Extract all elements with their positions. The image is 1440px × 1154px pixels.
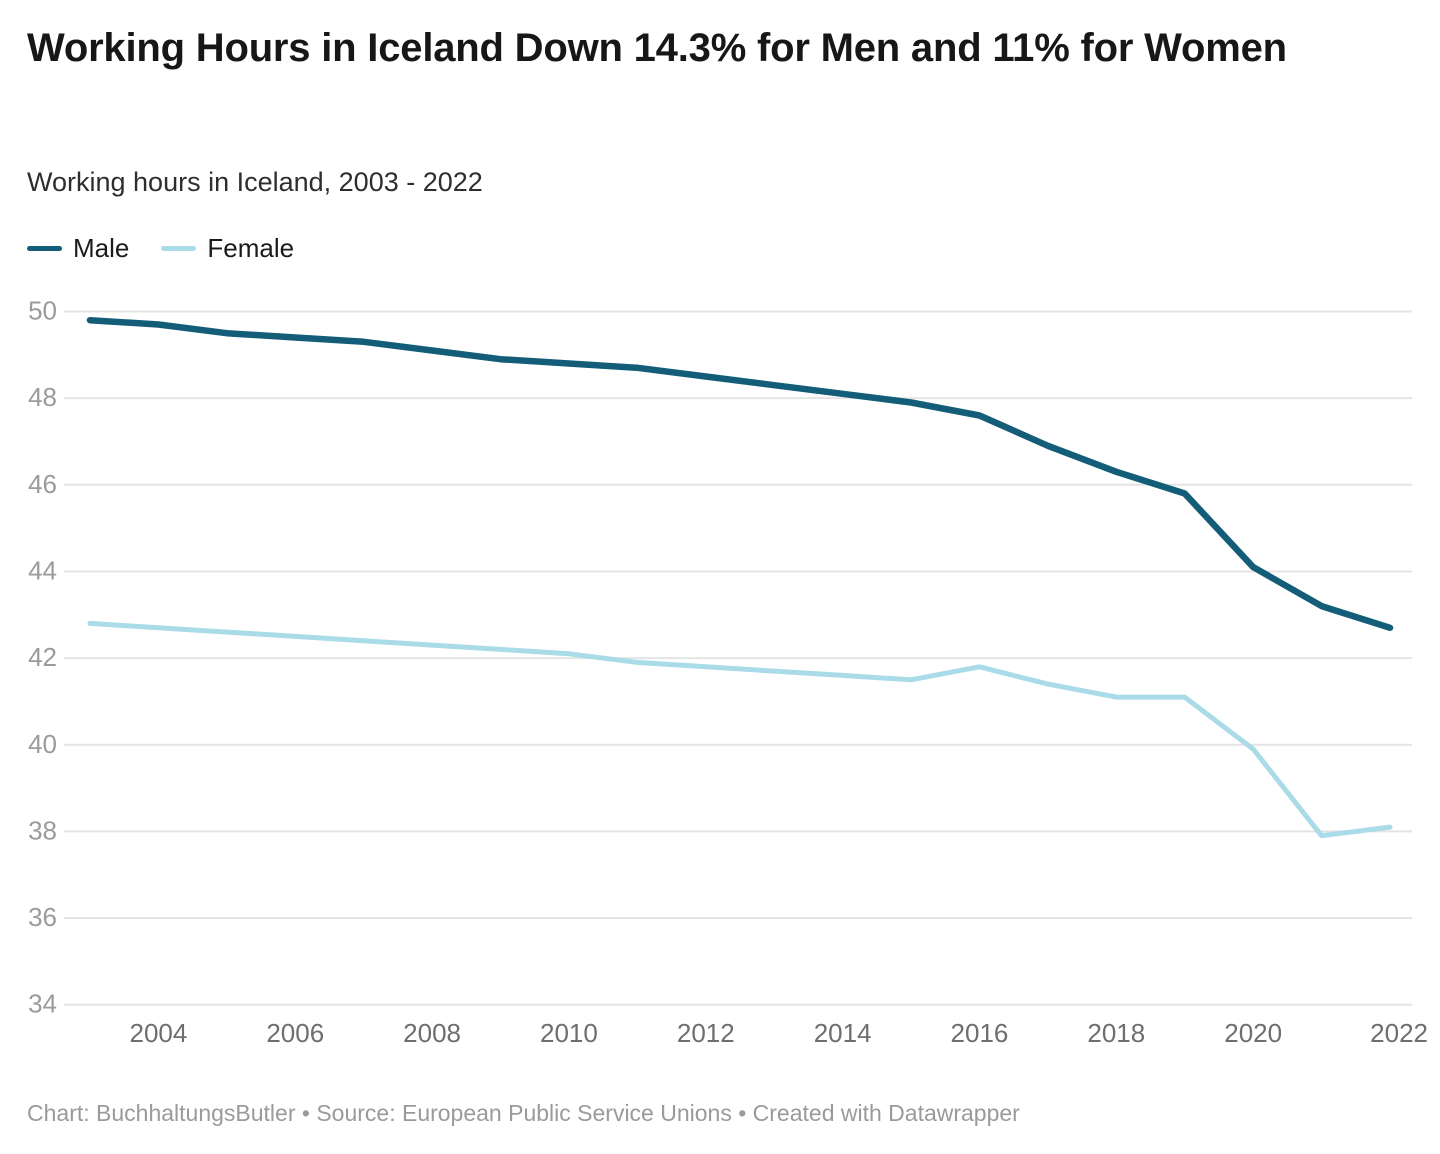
x-axis-tick-label: 2018 xyxy=(1087,1018,1145,1048)
male-line xyxy=(86,316,1394,632)
x-axis-tick-label: 2016 xyxy=(951,1018,1009,1048)
chart-footer: Chart: BuchhaltungsButler • Source: Euro… xyxy=(27,1100,1020,1126)
legend-label-male: Male xyxy=(73,233,130,263)
y-axis-tick-label: 42 xyxy=(28,642,57,672)
x-axis-tick-label: 2006 xyxy=(266,1018,324,1048)
y-axis-tick-label: 34 xyxy=(28,989,57,1019)
y-axis-tick-label: 48 xyxy=(28,382,57,412)
y-axis-tick-label: 46 xyxy=(28,469,57,499)
x-axis-tick-label: 2008 xyxy=(403,1018,461,1048)
x-axis-tick-label: 2020 xyxy=(1224,1018,1282,1048)
x-axis-tick-label: 2004 xyxy=(129,1018,187,1048)
legend-item-male: Male xyxy=(27,233,129,264)
line-chart: 50 48 46 44 42 40 38 36 34 2004 2006 2008 2010 2012 20… xyxy=(28,296,1428,1049)
x-axis-tick-label: 2014 xyxy=(814,1018,872,1048)
legend-item-female: Female xyxy=(161,233,294,264)
y-axis-tick-label: 44 xyxy=(28,555,57,585)
legend-swatch-female xyxy=(161,246,197,251)
y-axis-tick-label: 40 xyxy=(28,729,57,759)
x-axis-tick-label: 2012 xyxy=(677,1018,735,1048)
chart-legend: Male Female xyxy=(27,233,326,264)
x-axis-tick-label: 2022 xyxy=(1370,1018,1428,1048)
chart-title: Working Hours in Iceland Down 14.3% for … xyxy=(27,26,1287,70)
legend-swatch-male xyxy=(27,246,62,251)
x-axis-tick-label: 2010 xyxy=(540,1018,598,1048)
y-axis-tick-label: 36 xyxy=(28,902,57,932)
female-line xyxy=(87,620,1393,839)
y-axis-tick-label: 38 xyxy=(28,815,57,845)
chart-subtitle: Working hours in Iceland, 2003 - 2022 xyxy=(27,167,483,197)
y-axis-tick-label: 50 xyxy=(28,296,57,326)
legend-label-female: Female xyxy=(207,233,295,263)
